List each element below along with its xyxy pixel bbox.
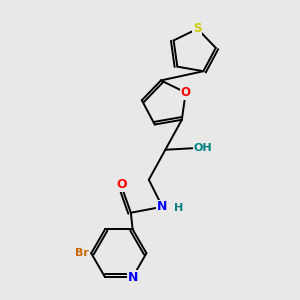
Text: H: H <box>174 203 183 213</box>
Text: S: S <box>193 22 202 35</box>
Text: N: N <box>128 271 138 284</box>
Text: Br: Br <box>75 248 89 258</box>
Text: O: O <box>116 178 127 191</box>
Text: N: N <box>157 200 167 213</box>
Text: OH: OH <box>194 143 212 153</box>
Text: O: O <box>181 86 191 99</box>
